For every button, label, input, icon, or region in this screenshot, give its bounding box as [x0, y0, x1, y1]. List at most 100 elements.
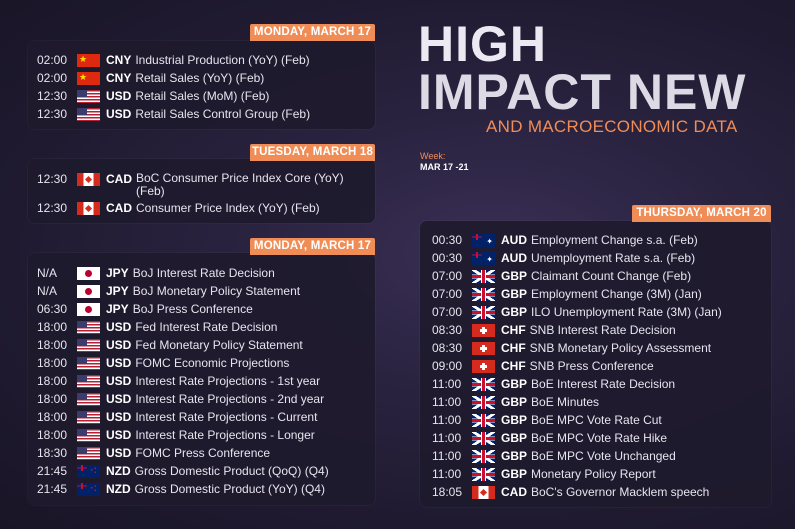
event-time: 18:00	[37, 410, 68, 424]
event-name: Retail Sales Control Group (Feb)	[135, 107, 311, 121]
event-row: 18:00 USD Interest Rate Projections - 1st …	[37, 374, 320, 392]
au-flag-icon	[472, 252, 495, 265]
date-tag-card4: THURSDAY, MARCH 20	[632, 205, 771, 222]
ca-flag-icon	[77, 202, 100, 215]
us-flag-icon	[77, 339, 100, 352]
event-row: 18:00 USD Fed Monetary Policy Statement	[37, 338, 303, 356]
event-row: N/A JPY BoJ Monetary Policy Statement	[37, 284, 300, 302]
event-row: 11:00 GBP BoE Minutes	[432, 395, 599, 413]
event-currency: CHF	[501, 359, 526, 373]
event-name: BoE Interest Rate Decision	[531, 377, 676, 391]
date-tag-card2: TUESDAY, MARCH 18	[250, 144, 375, 161]
event-currency: GBP	[501, 413, 528, 427]
event-name: BoC Consumer Price Index Core (YoY) (Feb…	[136, 171, 344, 198]
week-label: Week:	[420, 151, 446, 161]
event-time: 18:00	[37, 320, 68, 334]
ch-flag-icon	[472, 360, 495, 373]
ca-flag-icon	[77, 173, 100, 186]
event-row: 00:30 AUD Unemployment Rate s.a. (Feb)	[432, 251, 695, 269]
event-row: 11:00 GBP BoE MPC Vote Rate Hike	[432, 431, 667, 449]
jp-flag-icon	[77, 303, 100, 316]
event-time: 18:00	[37, 374, 68, 388]
event-name: ILO Unemployment Rate (3M) (Jan)	[531, 305, 722, 319]
event-currency: GBP	[501, 287, 528, 301]
event-row: N/A JPY BoJ Interest Rate Decision	[37, 266, 275, 284]
week-value: MAR 17 -21	[420, 162, 469, 172]
event-time: 06:30	[37, 302, 68, 316]
event-time: 11:00	[432, 467, 462, 481]
us-flag-icon	[77, 90, 100, 103]
event-time: 18:00	[37, 356, 68, 370]
event-time: 07:00	[432, 305, 463, 319]
schedule-card-monday-2: N/A JPY BoJ Interest Rate Decision N/A JPY Bo…	[28, 253, 375, 505]
schedule-card-thursday: 00:30AUDEmployment Change s.a. (Feb)00:3…	[420, 221, 771, 507]
event-row: 00:30 AUD Employment Change s.a. (Feb)	[432, 233, 698, 251]
event-currency: USD	[106, 89, 132, 103]
schedule-card-tuesday: 12:30 CAD BoC Consumer Price Index Core (Y…	[28, 159, 375, 223]
event-name: Monetary Policy Report	[531, 467, 656, 481]
event-currency: GBP	[501, 269, 528, 283]
us-flag-icon	[77, 411, 100, 424]
event-currency: USD	[106, 446, 132, 460]
event-currency: CNY	[106, 53, 132, 67]
event-time: 08:30	[432, 341, 463, 355]
event-name: SNB Interest Rate Decision	[529, 323, 676, 337]
event-currency: CHF	[501, 323, 526, 337]
event-time: 11:00	[432, 431, 462, 445]
event-name: BoE Minutes	[531, 395, 600, 409]
event-name: Interest Rate Projections - Longer	[135, 428, 315, 442]
event-currency: JPY	[106, 266, 129, 280]
event-currency: USD	[106, 374, 132, 388]
ch-flag-icon	[472, 342, 495, 355]
event-currency: GBP	[501, 395, 528, 409]
event-time: 12:30	[37, 201, 68, 215]
event-time: 12:30	[37, 172, 68, 186]
event-currency: CNY	[106, 71, 132, 85]
event-currency: USD	[106, 107, 132, 121]
event-name: SNB Monetary Policy Assessment	[529, 341, 712, 355]
ch-flag-icon	[472, 324, 495, 337]
event-row: 08:30 CHF SNB Interest Rate Decision	[432, 323, 676, 341]
event-name: Retail Sales (YoY) (Feb)	[135, 71, 265, 85]
event-name: BoJ Press Conference	[132, 302, 253, 316]
event-name: FOMC Economic Projections	[135, 356, 290, 370]
us-flag-icon	[77, 321, 100, 334]
event-row: 18:30 USD FOMC Press Conference	[37, 446, 270, 464]
event-time: 12:30	[37, 89, 68, 103]
us-flag-icon	[77, 429, 100, 442]
event-name: BoJ Interest Rate Decision	[132, 266, 275, 280]
event-name: Interest Rate Projections - 2nd year	[135, 392, 325, 406]
event-name: BoE MPC Vote Unchanged	[531, 449, 676, 463]
us-flag-icon	[77, 393, 100, 406]
event-name: Industrial Production (YoY) (Feb)	[135, 53, 310, 67]
event-time: 11:00	[432, 449, 462, 463]
jp-flag-icon	[77, 285, 100, 298]
event-time: 11:00	[432, 413, 462, 427]
event-currency: AUD	[501, 233, 527, 247]
event-row: 08:30 CHF SNB Monetary Policy Assessment	[432, 341, 711, 359]
event-row: 18:00 USD Interest Rate Projections - Curr…	[37, 410, 317, 428]
us-flag-icon	[77, 357, 100, 370]
event-currency: AUD	[501, 251, 527, 265]
gb-flag-icon	[472, 432, 495, 445]
event-row: 18:00 USD FOMC Economic Projections	[37, 356, 289, 374]
event-time: 11:00	[432, 395, 462, 409]
us-flag-icon	[77, 447, 100, 460]
gb-flag-icon	[472, 270, 495, 283]
us-flag-icon	[77, 108, 100, 121]
event-time: 18:30	[37, 446, 68, 460]
date-tag-card3: MONDAY, MARCH 17	[250, 238, 375, 255]
event-currency: CAD	[501, 485, 527, 499]
event-currency: GBP	[501, 377, 528, 391]
event-row: 11:00 GBP BoE Interest Rate Decision	[432, 377, 675, 395]
event-name: FOMC Press Conference	[135, 446, 271, 460]
event-time: 21:45	[37, 482, 68, 496]
headline-line1: HIGH	[418, 16, 547, 72]
event-currency: NZD	[106, 464, 131, 478]
event-name: BoJ Monetary Policy Statement	[132, 284, 301, 298]
event-currency: GBP	[501, 449, 528, 463]
cn-flag-icon	[77, 72, 100, 85]
event-name: Interest Rate Projections - Current	[135, 410, 318, 424]
